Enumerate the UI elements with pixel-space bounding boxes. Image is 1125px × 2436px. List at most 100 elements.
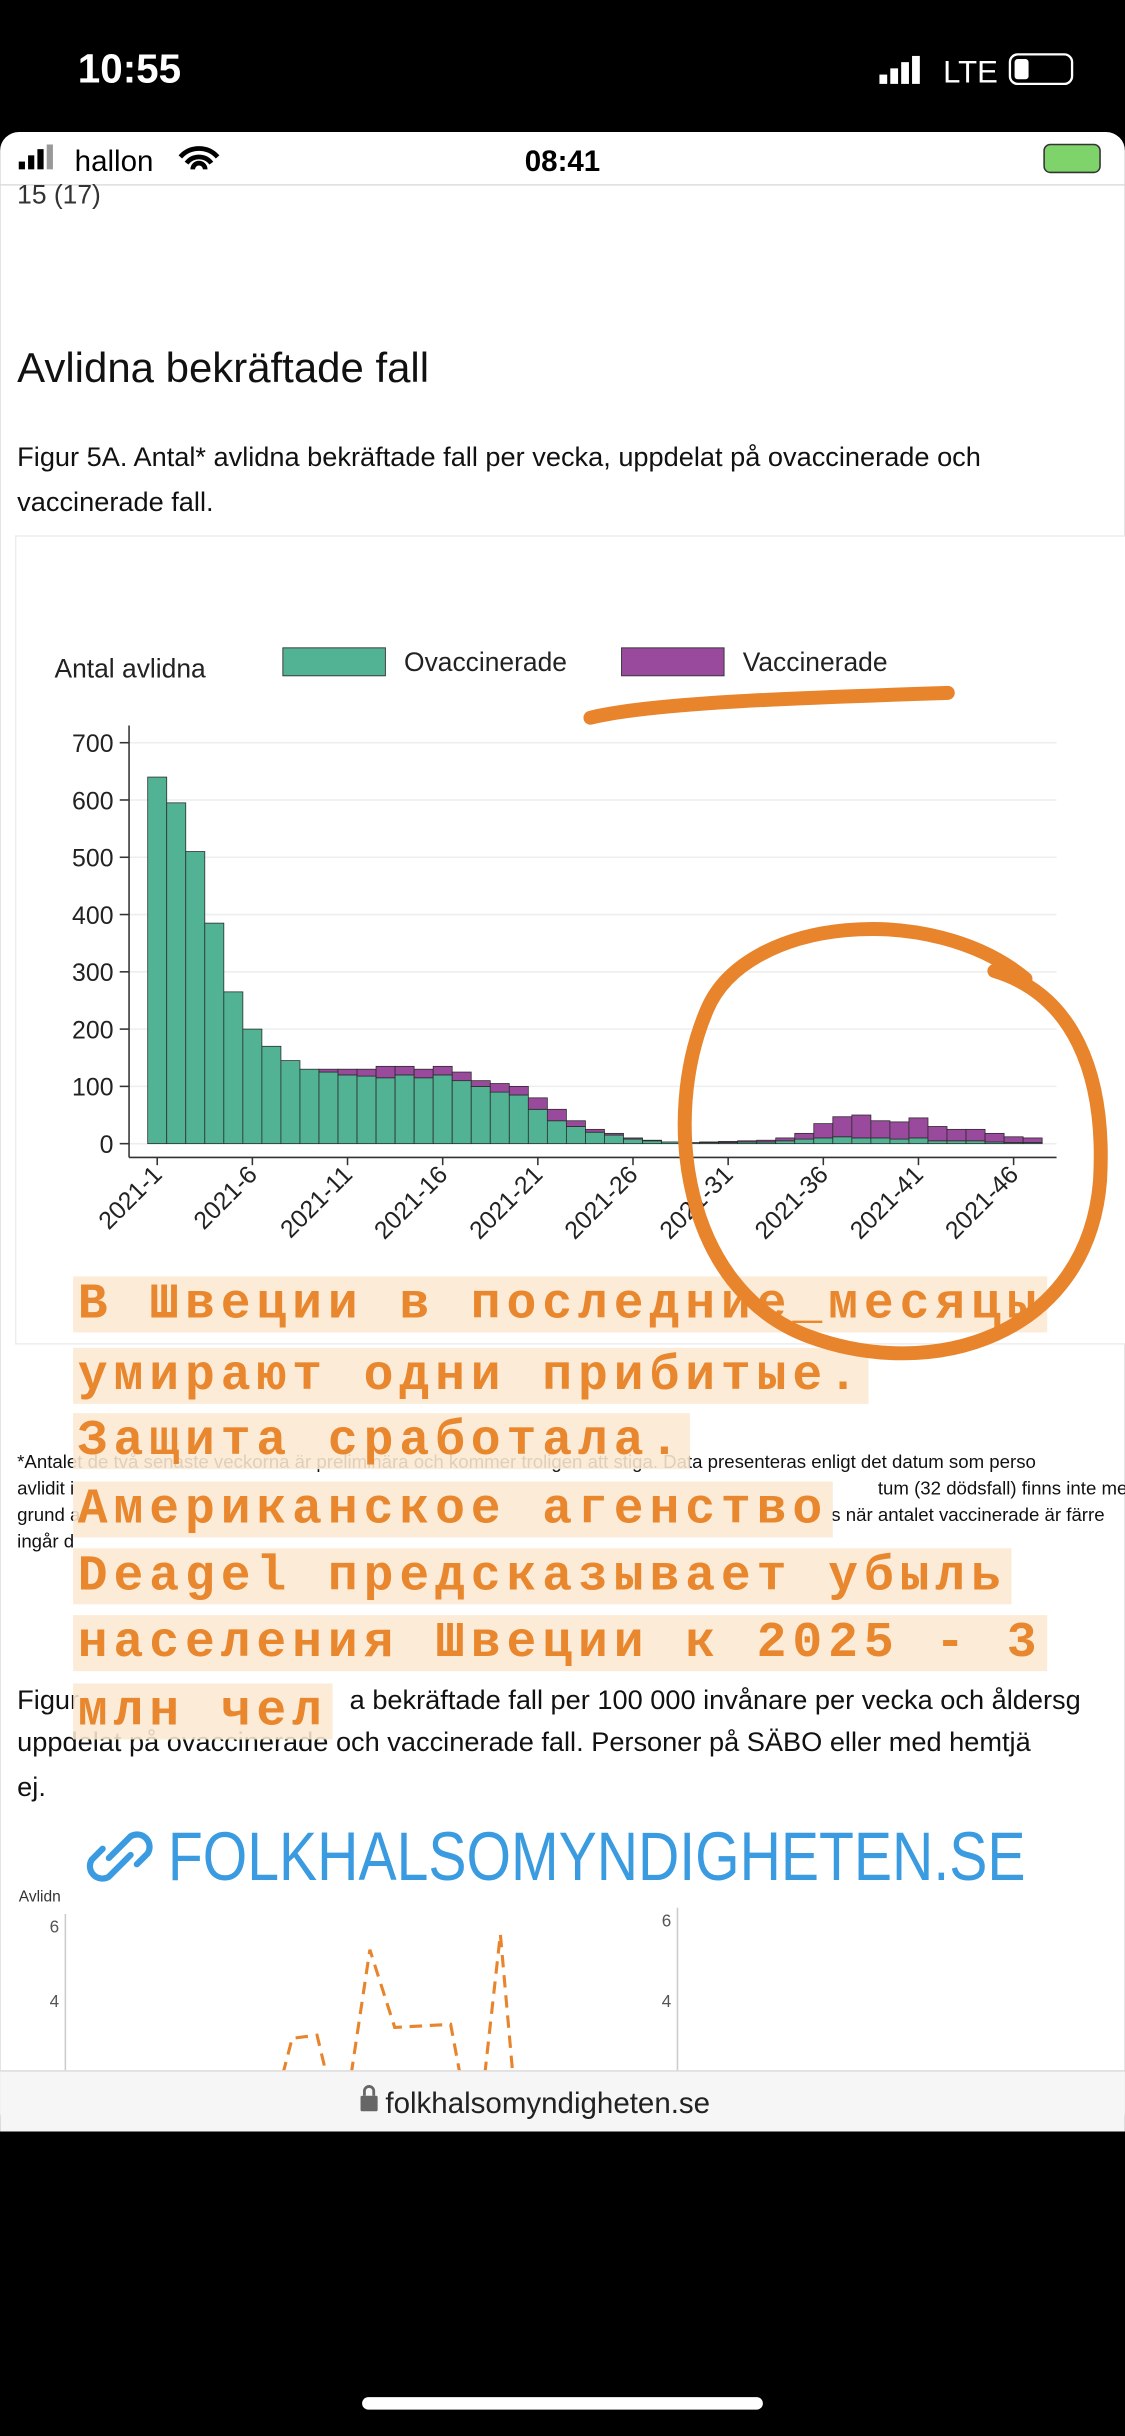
bottom-chart: Avlidn 6 4 6 4 bbox=[19, 1889, 679, 2075]
bar bbox=[375, 1065, 396, 1079]
carrier: hallon bbox=[75, 145, 154, 178]
bar bbox=[870, 1137, 891, 1145]
bar bbox=[261, 1045, 282, 1145]
bar bbox=[851, 1137, 872, 1145]
text-highlight bbox=[73, 1481, 833, 1538]
y-tick-label: 200 bbox=[72, 1017, 113, 1044]
bar bbox=[318, 1068, 339, 1073]
caption-line: a bekräftade fall per 100 000 invånare p… bbox=[350, 1684, 1081, 1715]
bar bbox=[870, 1120, 891, 1139]
text-highlight bbox=[73, 1615, 1048, 1672]
bar bbox=[413, 1077, 434, 1145]
text-highlight bbox=[73, 1683, 333, 1740]
legend-label: Vaccinerade bbox=[743, 647, 888, 677]
overlay-line: населения Швеции к 2025 - 3 bbox=[78, 1615, 1043, 1671]
bar bbox=[642, 1140, 662, 1145]
y-tick-label: 4 bbox=[50, 1992, 60, 2011]
text-highlight bbox=[73, 1276, 1048, 1333]
bar bbox=[946, 1128, 967, 1142]
y-tick-label: 6 bbox=[662, 1911, 671, 1930]
overlay-line: умирают одни прибитые. bbox=[78, 1348, 864, 1404]
bar bbox=[394, 1074, 415, 1145]
bar bbox=[565, 1120, 586, 1127]
overlay-line: Deagel предсказывает убыль bbox=[78, 1548, 1007, 1604]
bar bbox=[546, 1120, 567, 1145]
bar bbox=[147, 776, 168, 1145]
legend-swatch bbox=[621, 647, 725, 677]
battery bbox=[1008, 53, 1074, 86]
clock: 10:55 bbox=[78, 45, 181, 91]
bar bbox=[946, 1140, 967, 1145]
bar bbox=[794, 1132, 815, 1140]
bar bbox=[1003, 1136, 1024, 1143]
annotation-underline bbox=[583, 685, 955, 725]
bar bbox=[623, 1138, 643, 1145]
caption: Figur 5A. Antal* avlidna bekräftade fall… bbox=[17, 441, 981, 472]
bar bbox=[699, 1141, 720, 1143]
url[interactable]: folkhalsomyndigheten.se bbox=[385, 2087, 710, 2120]
annotation-circle bbox=[677, 922, 1108, 1361]
bar bbox=[185, 851, 206, 1145]
dashed-line bbox=[281, 1934, 515, 2075]
browser-time: 08:41 bbox=[525, 145, 600, 178]
legend-swatch bbox=[282, 647, 386, 677]
wifi bbox=[178, 146, 220, 170]
bar bbox=[223, 991, 244, 1145]
browser-battery bbox=[1043, 143, 1101, 174]
browser-signal bbox=[18, 144, 53, 170]
bar bbox=[280, 1060, 301, 1145]
footnote-line: s när antalet vaccinerade är färre bbox=[831, 1504, 1104, 1525]
overlay-line: Американское агенство bbox=[78, 1481, 828, 1537]
overlay-text: В Швеции в последние_месяцы умирают одни … bbox=[73, 1276, 1048, 1740]
y-tick-label: 6 bbox=[50, 1918, 60, 1937]
bar bbox=[965, 1140, 986, 1145]
caption: vaccinerade fall. bbox=[17, 486, 213, 517]
bar bbox=[775, 1137, 796, 1142]
bar bbox=[394, 1065, 415, 1076]
bar bbox=[375, 1077, 396, 1145]
bar bbox=[508, 1094, 529, 1145]
bar bbox=[889, 1121, 910, 1140]
footnote-line: tum (32 dödsfall) finns inte med bbox=[878, 1478, 1125, 1499]
footnote-line: avlidit i bbox=[17, 1478, 74, 1499]
bar bbox=[661, 1141, 681, 1145]
bar bbox=[299, 1068, 320, 1145]
y-tick-label: 100 bbox=[72, 1075, 113, 1102]
bar bbox=[737, 1140, 758, 1143]
bar bbox=[604, 1132, 624, 1136]
text-highlight bbox=[73, 1347, 869, 1404]
bar bbox=[489, 1091, 510, 1145]
bar bbox=[204, 922, 225, 1145]
bar bbox=[432, 1074, 453, 1145]
bar bbox=[470, 1080, 491, 1087]
footnote-line: grund a bbox=[17, 1504, 81, 1525]
bar bbox=[623, 1137, 643, 1140]
lock-icon bbox=[360, 2095, 378, 2112]
network: LTE bbox=[943, 54, 998, 89]
bar bbox=[585, 1131, 605, 1145]
bar bbox=[565, 1126, 586, 1145]
y-axis-label: Antal avlidna bbox=[54, 653, 206, 683]
bar bbox=[527, 1097, 548, 1110]
link-sticker[interactable]: FOLKHALSOMYNDIGHETEN.SE bbox=[168, 1819, 1026, 1895]
bar bbox=[318, 1071, 339, 1145]
text-highlight bbox=[73, 1548, 1012, 1605]
bar bbox=[775, 1140, 796, 1145]
bar bbox=[337, 1068, 358, 1076]
bar bbox=[432, 1065, 453, 1076]
page-number: 15 (17) bbox=[17, 180, 101, 210]
bar bbox=[984, 1132, 1005, 1143]
y-tick-label: 0 bbox=[100, 1132, 114, 1159]
bar bbox=[927, 1126, 948, 1142]
y-tick-label: 500 bbox=[72, 846, 113, 873]
bar bbox=[794, 1138, 815, 1145]
bar bbox=[470, 1085, 491, 1145]
bar bbox=[1022, 1137, 1043, 1143]
bar bbox=[813, 1123, 834, 1139]
y-tick-label: 600 bbox=[72, 788, 113, 815]
bar bbox=[489, 1083, 510, 1093]
signal bbox=[879, 55, 920, 84]
heading: Avlidna bekräftade fall bbox=[17, 344, 429, 391]
link-icon[interactable] bbox=[86, 1831, 153, 1882]
